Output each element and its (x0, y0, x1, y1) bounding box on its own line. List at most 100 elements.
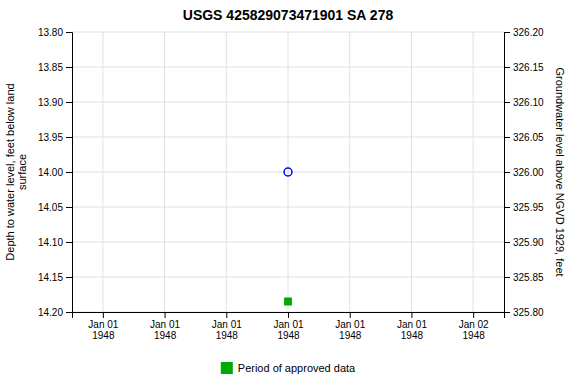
grid-line-x (102, 32, 103, 312)
x-tick-label-line: 1948 (154, 330, 177, 341)
grid-line-x (288, 32, 289, 312)
y-tick-label: 14.00 (38, 167, 63, 178)
y2-tick-label: 325.90 (513, 237, 544, 248)
y2-tick-label: 325.95 (513, 202, 544, 213)
x-tick-mark (226, 312, 227, 318)
y-tick-label: 14.10 (38, 237, 63, 248)
y-tick-mark (66, 277, 72, 278)
y-tick-label: 13.85 (38, 62, 63, 73)
x-tick-label-line: 1948 (463, 330, 486, 341)
y2-tick: 326.00 (504, 167, 544, 178)
x-tick: Jan 011948 (273, 312, 303, 341)
y2-tick: 326.20 (504, 27, 544, 38)
legend-swatch (221, 362, 233, 374)
x-tick: Jan 011948 (212, 312, 242, 341)
legend-item: Period of approved data (221, 362, 356, 374)
y-tick-label: 14.05 (38, 202, 63, 213)
x-tick-label-line: 1948 (339, 330, 362, 341)
legend-label: Period of approved data (238, 362, 356, 374)
x-tick: Jan 011948 (335, 312, 365, 341)
x-tick-label-line: 1948 (277, 330, 300, 341)
y2-tick-label: 326.05 (513, 132, 544, 143)
y2-tick-label: 326.20 (513, 27, 544, 38)
x-tick-label-line: 1948 (92, 330, 115, 341)
x-tick: Jan 011948 (88, 312, 118, 341)
x-tick: Jan 021948 (459, 312, 489, 341)
y-tick-label: 14.15 (38, 272, 63, 283)
points (284, 168, 292, 305)
grid-line-x (411, 32, 412, 312)
y-tick-mark (66, 102, 72, 103)
y-tick: 14.00 (38, 167, 72, 178)
y2-tick: 326.15 (504, 62, 544, 73)
y-tick-mark (66, 137, 72, 138)
y-axis-title-line: surface (16, 154, 28, 190)
point (285, 298, 291, 304)
x-tick: Jan 011948 (397, 312, 427, 341)
x-tick-mark (103, 312, 104, 318)
grid (72, 32, 504, 312)
y2-tick-label: 326.10 (513, 97, 544, 108)
y-axis-title-line: Depth to water level, feet below land (4, 83, 16, 260)
y-tick-mark (66, 67, 72, 68)
x-tick-label: Jan 011948 (273, 319, 303, 341)
y-tick-mark (66, 32, 72, 33)
x-tick-mark (473, 312, 474, 318)
y2-tick: 325.80 (504, 307, 544, 318)
x-tick-label-line: Jan 01 (273, 319, 303, 330)
y2-tick-mark (504, 67, 510, 68)
y-axis-line (66, 33, 73, 313)
x-axis: Jan 011948Jan 011948Jan 011948Jan 011948… (73, 312, 505, 341)
y-tick: 14.20 (38, 307, 72, 318)
y-tick: 13.95 (38, 132, 72, 143)
y-tick-label: 13.95 (38, 132, 63, 143)
y2-tick-mark (504, 137, 510, 138)
x-tick-label: Jan 011948 (150, 319, 180, 341)
y2-tick-mark (504, 32, 510, 33)
y2-tick-label: 325.85 (513, 272, 544, 283)
y2-tick: 325.90 (504, 237, 544, 248)
x-tick-label: Jan 021948 (459, 319, 489, 341)
y-tick: 13.85 (38, 62, 72, 73)
y2-axis-title: Groundwater level above NGVD 1929, feet (554, 67, 566, 276)
y2-tick-label: 326.15 (513, 62, 544, 73)
y-tick: 14.10 (38, 237, 72, 248)
y2-tick-label: 326.00 (513, 167, 544, 178)
y2-tick-mark (504, 312, 510, 313)
y-tick-label: 13.90 (38, 97, 63, 108)
y-axis: 13.80 13.85 13.90 13.95 14.00 14.05 14.10 14.15… (38, 27, 73, 318)
x-tick-label-line: Jan 01 (150, 319, 180, 330)
x-tick-label-line: Jan 01 (335, 319, 365, 330)
point (284, 168, 292, 176)
y2-axis-line (505, 33, 511, 313)
y2-tick-mark (504, 172, 510, 173)
x-axis-line (73, 313, 505, 319)
y-tick-label: 13.80 (38, 27, 63, 38)
x-tick-label-line: 1948 (216, 330, 239, 341)
y-axis-title: Depth to water level, feet below landsur… (4, 83, 28, 260)
grid-line-x (349, 32, 350, 312)
y2-tick-label: 325.80 (513, 307, 544, 318)
y2-tick-mark (504, 242, 510, 243)
plot: Jan 011948Jan 011948Jan 011948Jan 011948… (4, 27, 566, 341)
x-tick-label-line: Jan 01 (88, 319, 118, 330)
x-tick: Jan 011948 (150, 312, 180, 341)
x-tick-label-line: Jan 01 (212, 319, 242, 330)
y-tick: 14.15 (38, 272, 72, 283)
x-tick-label-line: Jan 01 (397, 319, 427, 330)
y-tick-mark (66, 207, 72, 208)
grid-line-x (226, 32, 227, 312)
grid-line-x (164, 32, 165, 312)
y2-tick-mark (504, 207, 510, 208)
x-tick-mark (288, 312, 289, 318)
y-tick-label: 14.20 (38, 307, 63, 318)
x-tick-mark (165, 312, 166, 318)
x-tick-label: Jan 011948 (88, 319, 118, 341)
x-tick-mark (411, 312, 412, 318)
grid-line-x (473, 32, 474, 312)
x-tick-label: Jan 011948 (397, 319, 427, 341)
y-tick-mark (66, 172, 72, 173)
x-tick-label-line: 1948 (401, 330, 424, 341)
x-tick-label-line: Jan 02 (459, 319, 489, 330)
y2-tick: 326.10 (504, 97, 544, 108)
